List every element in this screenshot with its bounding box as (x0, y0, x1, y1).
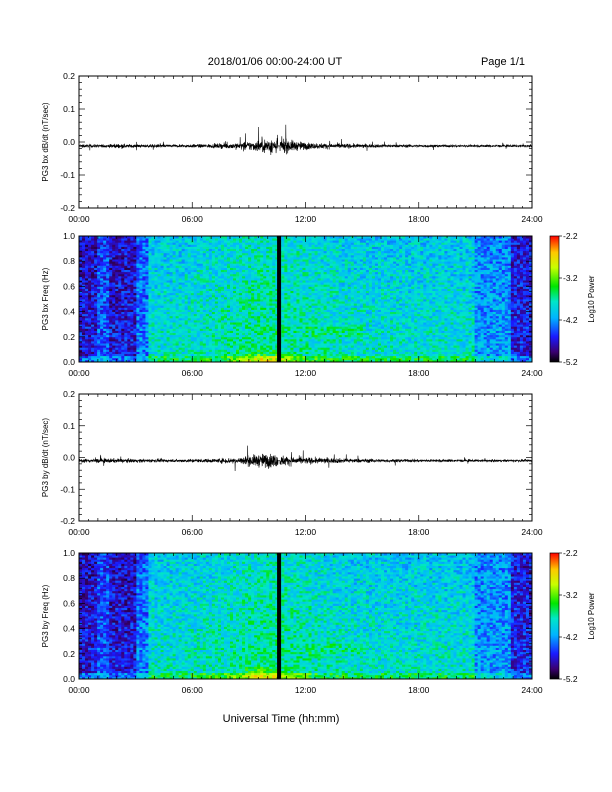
by-spectrogram-colorbar-tick-label: -4.2 (563, 632, 578, 642)
by-spectrogram-image (79, 553, 533, 680)
bx-waveform-y-tick-label: 0.1 (63, 104, 75, 114)
by-spectrogram-y-tick-label: 0.8 (63, 573, 75, 583)
by-spectrogram-y-tick-label: 0.0 (63, 674, 75, 684)
by-spectrogram-y-tick-label: 0.6 (63, 598, 75, 608)
by-spectrogram-x-tick-label: 18:00 (408, 685, 430, 695)
bx-spectrogram-y-tick-label: 0.0 (63, 357, 75, 367)
bx-waveform-trace (78, 124, 533, 156)
bx-spectrogram-image (79, 236, 533, 363)
bx-spectrogram-colorbar-tick-label: -4.2 (563, 315, 578, 325)
by-waveform-y-tick-label: -0.2 (60, 516, 75, 526)
by-waveform-x-tick-label: 12:00 (295, 527, 317, 537)
bx-spectrogram-data-gap (277, 236, 282, 362)
bx-spectrogram-x-tick-label: 18:00 (408, 368, 430, 378)
by-spectrogram-y-tick-label: 0.2 (63, 649, 75, 659)
by-waveform-y-tick-label: 0.0 (63, 453, 75, 463)
by-waveform-y-tick-label: -0.1 (60, 484, 75, 494)
bx-spectrogram-colorbar-tick-label: -2.2 (563, 231, 578, 241)
bx-waveform-y-tick-label: -0.2 (60, 203, 75, 213)
bx-spectrogram-y-tick-label: 0.2 (63, 332, 75, 342)
bx-spectrogram-x-tick-label: 06:00 (182, 368, 204, 378)
bx-spectrogram-y-tick-label: 0.8 (63, 256, 75, 266)
by-waveform-trace (78, 445, 533, 471)
by-waveform-y-tick-label: 0.2 (63, 389, 75, 399)
by-spectrogram-axes: 00:00 06:00 12:00 18:00 24:00 1.0 0.8 0.6 0.4 0.2… (41, 548, 543, 695)
bx-waveform-x-tick-label: 06:00 (182, 214, 204, 224)
by-spectrogram-colorbar-tick-label: -5.2 (563, 674, 578, 684)
by-waveform-axes: 00:00 06:00 12:00 18:00 24:00 0.2 0.1 0.0 -0.1 -0… (41, 389, 543, 537)
page-number: Page 1/1 (481, 56, 525, 68)
x-axis-title: Universal Time (hh:mm) (223, 713, 340, 725)
bx-spectrogram-x-tick-label: 12:00 (295, 368, 317, 378)
bx-spectrogram-y-tick-label: 1.0 (63, 231, 75, 241)
by-waveform-x-tick-label: 00:00 (68, 527, 90, 537)
by-spectrogram-y-tick-label: 1.0 (63, 548, 75, 558)
bx-spectrogram-colorbar-tick-label: -3.2 (563, 273, 578, 283)
by-waveform-x-tick-label: 24:00 (521, 527, 543, 537)
by-spectrogram-x-tick-label: 06:00 (182, 685, 204, 695)
by-spectrogram-colorbar-title: Log10 Power (587, 592, 596, 639)
bx-spectrogram-y-axis-title: PG3 bx Freq (Hz) (41, 267, 50, 330)
by-spectrogram-colorbar-tick-label: -2.2 (563, 548, 578, 558)
by-waveform-x-tick-label: 18:00 (408, 527, 430, 537)
by-waveform-y-tick-label: 0.1 (63, 421, 75, 431)
bx-spectrogram-colorbar-tick-label: -5.2 (563, 357, 578, 367)
bx-spectrogram-y-tick-label: 0.4 (63, 307, 75, 317)
by-spectrogram-colorbar: -2.2 -3.2 -4.2 -5.2 Log10 Power (549, 548, 596, 684)
bx-waveform-y-axis-title: PG3 bx dB/dt (nT/sec) (41, 102, 50, 181)
by-spectrogram-colorbar-tick-label: -3.2 (563, 590, 578, 600)
bx-waveform-frame (78, 75, 533, 209)
by-spectrogram-y-tick-label: 0.4 (63, 624, 75, 634)
bx-spectrogram-colorbar-title: Log10 Power (587, 275, 596, 322)
bx-waveform-axes: 00:00 06:00 12:00 18:00 24:00 0.2 0.1 0.0 -0.1 -0… (41, 71, 543, 224)
by-spectrogram-data-gap (277, 553, 282, 679)
by-spectrogram-y-axis-title: PG3 by Freq (Hz) (41, 584, 50, 647)
bx-spectrogram-x-tick-label: 00:00 (68, 368, 90, 378)
bx-waveform-x-tick-label: 12:00 (295, 214, 317, 224)
bx-waveform-y-tick-label: 0.2 (63, 71, 75, 81)
bx-waveform-y-tick-label: 0.0 (63, 137, 75, 147)
bx-spectrogram-axes: 00:00 06:00 12:00 18:00 24:00 1.0 0.8 0.6 0.4 0.2… (41, 231, 543, 378)
bx-waveform-y-tick-label: -0.1 (60, 170, 75, 180)
by-spectrogram-x-tick-label: 24:00 (521, 685, 543, 695)
by-spectrogram-x-tick-label: 12:00 (295, 685, 317, 695)
by-waveform-frame (78, 393, 533, 522)
by-waveform-y-axis-title: PG3 by dB/dt (nT/sec) (41, 418, 50, 497)
bx-spectrogram-x-tick-label: 24:00 (521, 368, 543, 378)
bx-waveform-x-tick-label: 18:00 (408, 214, 430, 224)
bx-waveform-x-tick-label: 00:00 (68, 214, 90, 224)
bx-spectrogram-colorbar: -2.2 -3.2 -4.2 -5.2 Log10 Power (549, 231, 596, 367)
by-waveform-x-tick-label: 06:00 (182, 527, 204, 537)
bx-spectrogram-y-tick-label: 0.6 (63, 281, 75, 291)
by-spectrogram-x-tick-label: 00:00 (68, 685, 90, 695)
bx-waveform-x-tick-label: 24:00 (521, 214, 543, 224)
page-title: 2018/01/06 00:00-24:00 UT (208, 56, 343, 68)
